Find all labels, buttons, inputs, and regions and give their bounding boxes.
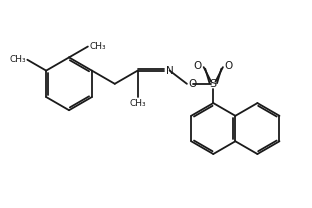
Text: N: N xyxy=(166,66,174,76)
Text: CH₃: CH₃ xyxy=(9,55,26,64)
Text: O: O xyxy=(224,61,233,71)
Text: S: S xyxy=(210,79,217,89)
Text: CH₃: CH₃ xyxy=(129,99,146,108)
Text: O: O xyxy=(194,61,202,71)
Text: CH₃: CH₃ xyxy=(90,42,106,51)
Text: O: O xyxy=(188,79,197,89)
